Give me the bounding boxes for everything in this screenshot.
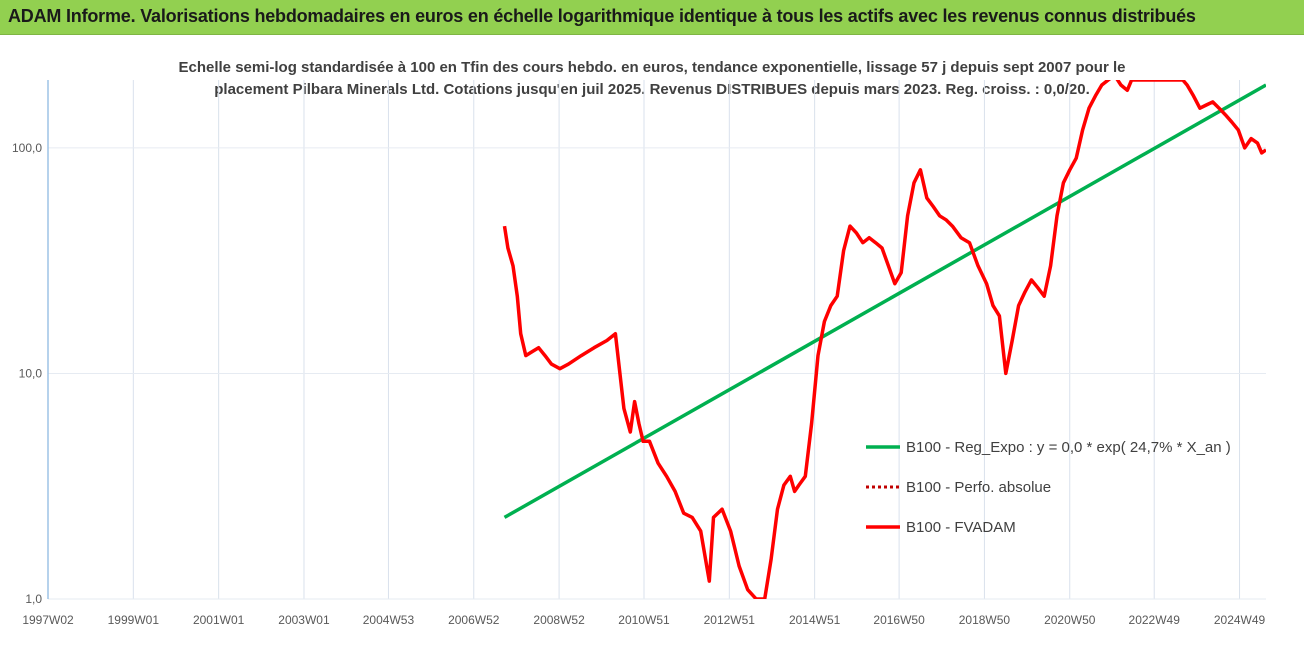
y-tick-label: 100,0 <box>12 141 42 155</box>
legend-label-1: B100 - Perfo. absolue <box>906 479 1051 496</box>
x-tick-label: 2018W50 <box>959 613 1011 627</box>
chart-title-line-2: placement Pilbara Minerals Ltd. Cotation… <box>214 81 1090 98</box>
x-tick-label: 2020W50 <box>1044 613 1096 627</box>
chart-area: Echelle semi-log standardisée à 100 en T… <box>0 35 1304 652</box>
x-tick-label: 1999W01 <box>108 613 160 627</box>
x-tick-label: 2006W52 <box>448 613 500 627</box>
series-line-2 <box>502 80 1266 599</box>
x-tick-label: 2014W51 <box>789 613 841 627</box>
x-tick-label: 2010W51 <box>618 613 670 627</box>
x-tick-label: 2012W51 <box>704 613 756 627</box>
series-line-0 <box>503 83 1266 519</box>
x-tick-label: 2008W52 <box>533 613 585 627</box>
chart-plot: 1997W02 1999W01 2001W01 2003W01 2004W53 2006W… <box>12 80 1266 627</box>
legend-label-2: B100 - FVADAM <box>906 519 1016 536</box>
header-bar <box>0 0 1304 35</box>
x-tick-label: 1997W02 <box>22 613 74 627</box>
x-tick-label: 2016W50 <box>873 613 925 627</box>
legend-label-0: B100 - Reg_Expo : y = 0,0 * exp( 24,7% *… <box>906 439 1231 456</box>
x-tick-label: 2004W53 <box>363 613 415 627</box>
x-tick-label: 2024W49 <box>1214 613 1266 627</box>
chart-title-line-1: Echelle semi-log standardisée à 100 en T… <box>178 59 1126 76</box>
y-tick-label: 10,0 <box>19 366 43 380</box>
x-tick-label: 2003W01 <box>278 613 330 627</box>
x-tick-label: 2001W01 <box>193 613 245 627</box>
x-tick-label: 2022W49 <box>1129 613 1181 627</box>
page-title: ADAM Informe. Valorisations hebdomadaire… <box>8 6 1196 26</box>
y-tick-label: 1,0 <box>25 592 42 606</box>
